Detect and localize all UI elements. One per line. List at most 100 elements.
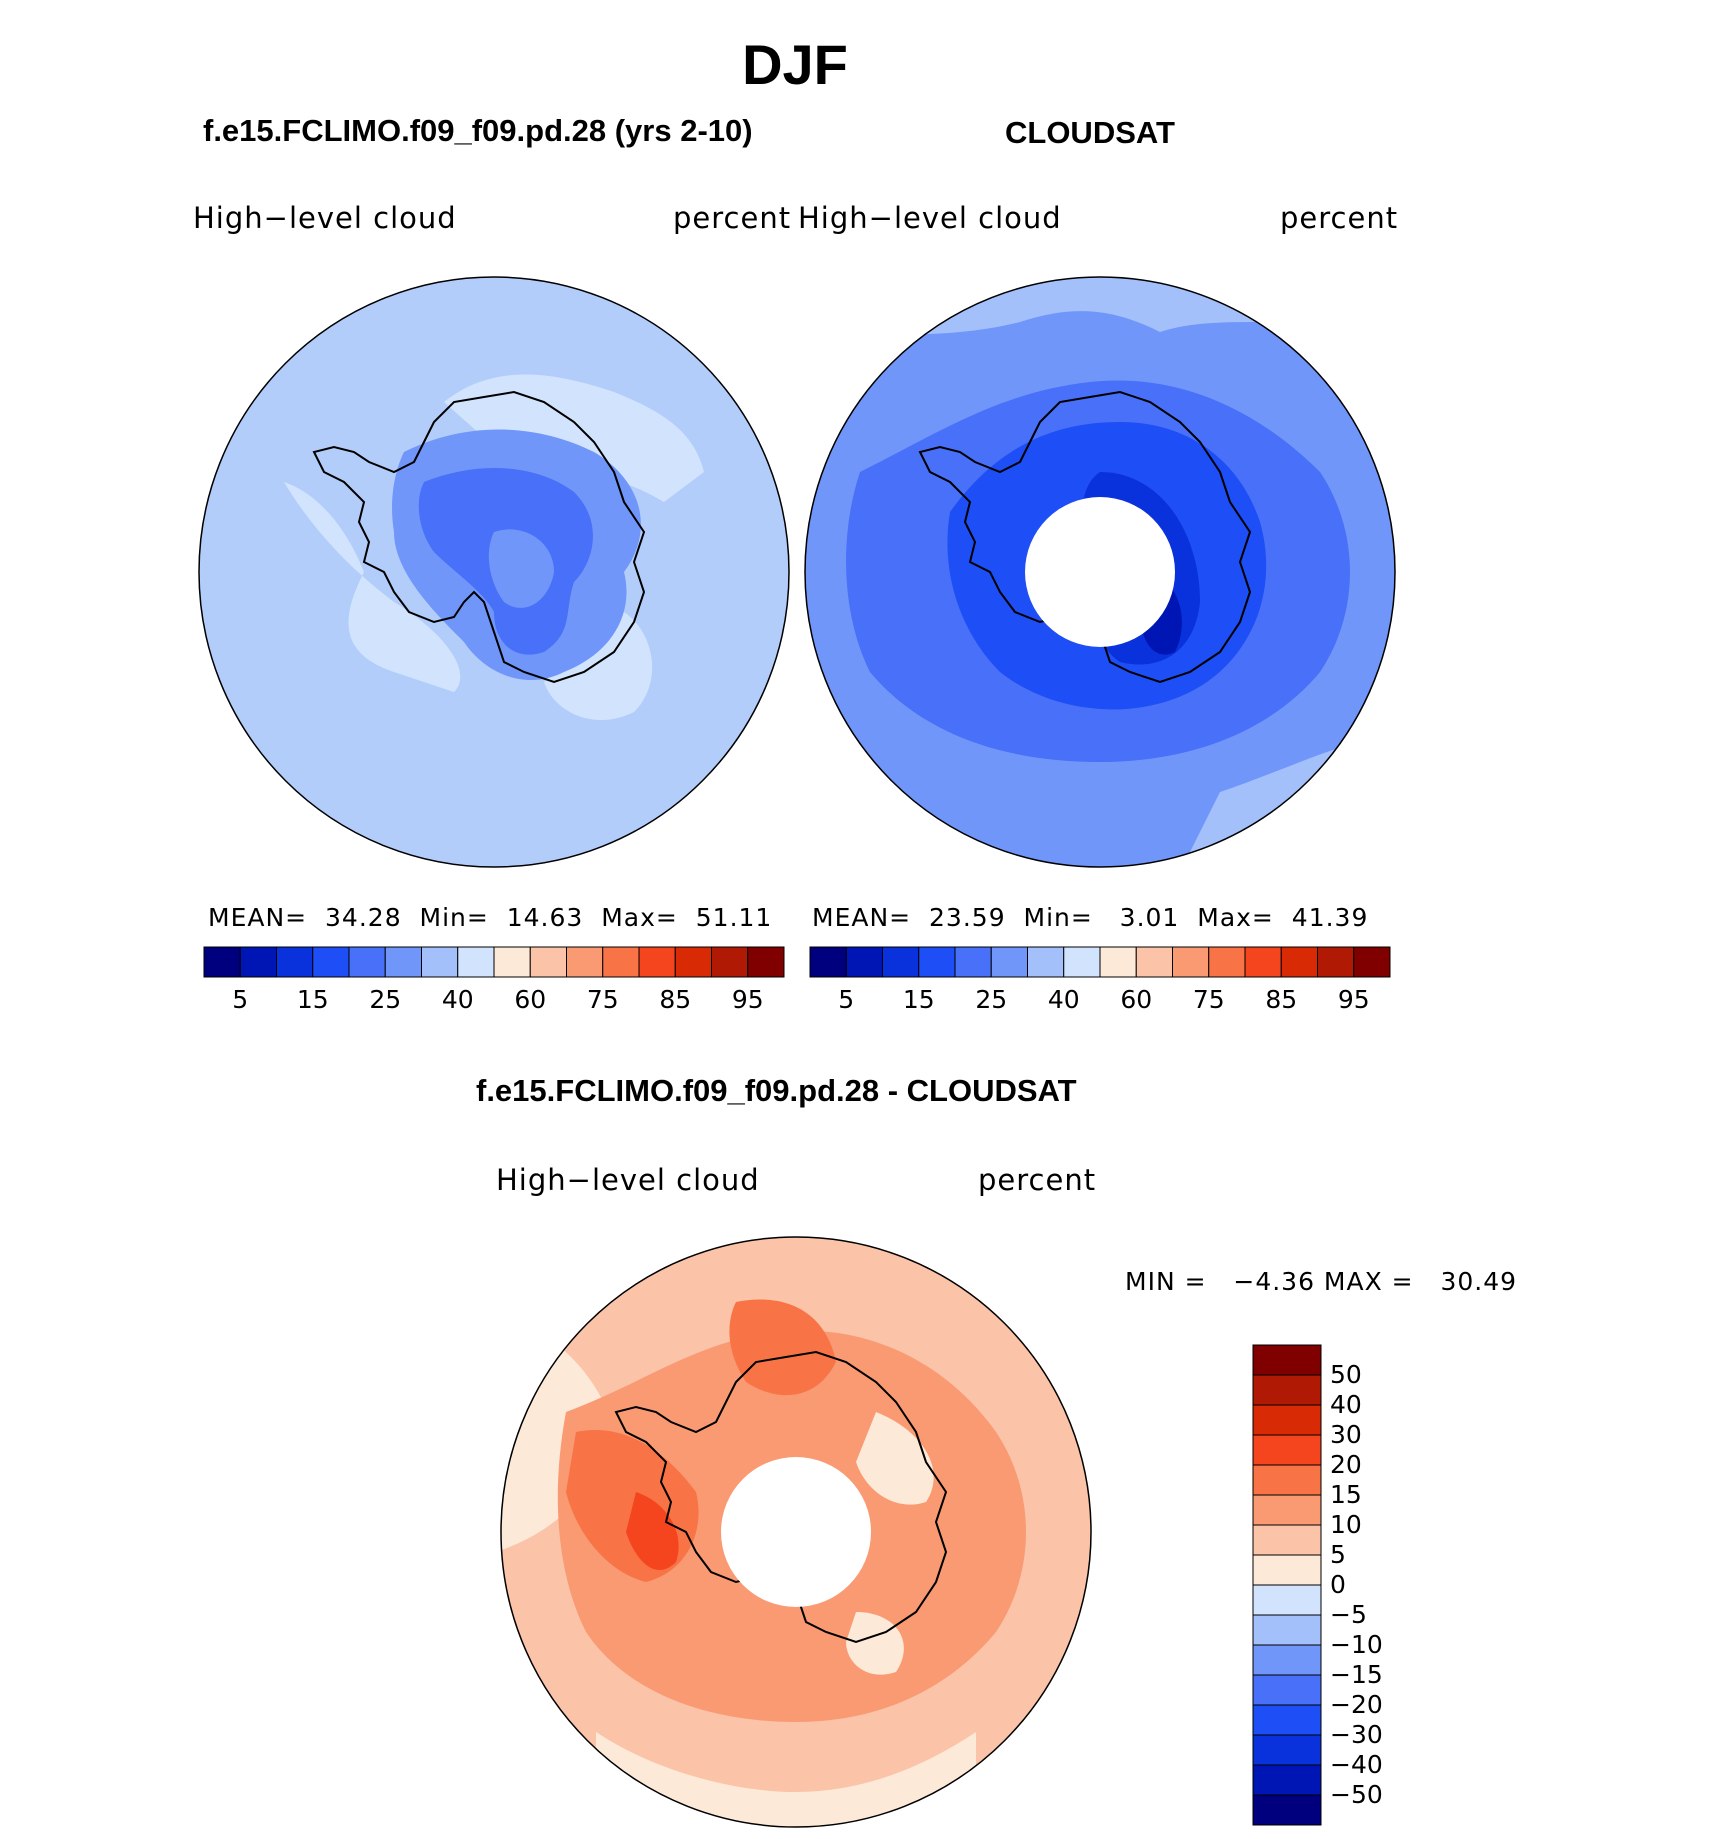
colorbar-box <box>602 946 640 978</box>
colorbar-box <box>638 946 676 978</box>
colorbar-tick-label: 15 <box>1330 1480 1362 1509</box>
diff-pole-hole <box>721 1457 871 1607</box>
panel1-mean-label: MEAN= <box>208 903 308 932</box>
colorbar-box <box>1063 946 1101 978</box>
panel2-max-label: Max= <box>1197 903 1274 932</box>
colorbar-tick-label: 85 <box>659 985 692 1014</box>
colorbar-tick-label: 60 <box>514 985 547 1014</box>
colorbar-box <box>1252 1644 1322 1676</box>
colorbar-box <box>348 946 386 978</box>
colorbar-box <box>1252 1674 1322 1706</box>
panel2-units: percent <box>1280 201 1399 235</box>
colorbar-box <box>239 946 277 978</box>
panel1-case-title: f.e15.FCLIMO.f09_f09.pd.28 (yrs 2-10) <box>203 113 753 148</box>
colorbar-box <box>529 946 567 978</box>
diff-left-string: High−level cloud <box>496 1163 760 1197</box>
diff-contour-band <box>626 1492 679 1571</box>
colorbar-box <box>1353 946 1391 978</box>
colorbar-box <box>1244 946 1282 978</box>
colorbar-tick-label: 75 <box>586 985 619 1014</box>
colorbar-box <box>1027 946 1065 978</box>
panel1-contour-band <box>488 529 554 608</box>
panel2-max-value: 41.39 <box>1291 903 1369 932</box>
colorbar-tick-label: 60 <box>1120 985 1153 1014</box>
panel2-left-string: High−level cloud <box>798 201 1062 235</box>
colorbar-box <box>312 946 350 978</box>
colorbar-box <box>1317 946 1355 978</box>
colorbar-tick-label: 40 <box>1047 985 1080 1014</box>
diff-contour-band <box>856 1412 934 1505</box>
diff-contour-band <box>846 1612 904 1675</box>
colorbar-box <box>1252 1404 1322 1436</box>
panel2-mean-value: 23.59 <box>929 903 1006 932</box>
panel1-polar-map <box>198 276 790 868</box>
colorbar-tick-label: −30 <box>1330 1720 1383 1749</box>
colorbar-box <box>1252 1734 1322 1766</box>
panel2-colorbar <box>809 946 1391 978</box>
colorbar-box <box>1252 1374 1322 1406</box>
diff-polar-map <box>500 1236 1092 1828</box>
diff-minmax: MIN = −4.36 MAX = 30.49 <box>1125 1267 1518 1296</box>
diff-colorbar <box>1252 1344 1322 1826</box>
colorbar-box <box>1252 1764 1322 1796</box>
colorbar-box <box>990 946 1028 978</box>
panel1-left-string: High−level cloud <box>193 201 457 235</box>
colorbar-tick-label: 10 <box>1330 1510 1362 1539</box>
colorbar-box <box>1252 1614 1322 1646</box>
colorbar-tick-label: 5 <box>1330 1540 1346 1569</box>
colorbar-box <box>674 946 712 978</box>
colorbar-box <box>457 946 495 978</box>
panel1-colorbar-labels: 5 15 25 40 60 75 85 95 <box>204 985 784 1017</box>
colorbar-box <box>1252 1554 1322 1586</box>
panel1-colorbar <box>203 946 785 978</box>
colorbar-tick-label: 0 <box>1330 1570 1346 1599</box>
colorbar-tick-label: 25 <box>369 985 402 1014</box>
diff-units: percent <box>978 1163 1097 1197</box>
panel1-contour-band <box>284 482 461 692</box>
panel2-pole-hole <box>1025 497 1175 647</box>
panel1-units: percent <box>673 201 792 235</box>
colorbar-box <box>1099 946 1137 978</box>
colorbar-box <box>203 946 241 978</box>
colorbar-box <box>421 946 459 978</box>
colorbar-box <box>845 946 883 978</box>
colorbar-box <box>1252 1494 1322 1526</box>
colorbar-box <box>493 946 531 978</box>
diff-case-title: f.e15.FCLIMO.f09_f09.pd.28 - CLOUDSAT <box>476 1073 1077 1108</box>
colorbar-tick-label: 5 <box>838 985 855 1014</box>
panel2-antarctica-coastline <box>918 390 1252 684</box>
colorbar-box <box>1252 1794 1322 1826</box>
panel2-mean-label: MEAN= <box>812 903 912 932</box>
panel1-contour-band <box>444 374 704 502</box>
panel1-contour-band <box>544 612 653 721</box>
panel1-antarctica-coastline <box>312 390 646 684</box>
colorbar-box <box>711 946 749 978</box>
panel1-max-label: Max= <box>601 903 678 932</box>
colorbar-box <box>1252 1464 1322 1496</box>
panel1-min-value: 14.63 <box>506 903 584 932</box>
diff-antarctica-coastline <box>614 1350 948 1644</box>
panel2-map-border <box>804 276 1396 868</box>
colorbar-tick-label: 95 <box>1337 985 1370 1014</box>
colorbar-tick-label: 5 <box>232 985 249 1014</box>
panel2-polar-map <box>804 276 1396 868</box>
colorbar-box <box>1252 1344 1322 1376</box>
colorbar-box <box>384 946 422 978</box>
colorbar-tick-label: −10 <box>1330 1630 1383 1659</box>
panel2-min-value: 3.01 <box>1119 903 1180 932</box>
colorbar-tick-label: −5 <box>1330 1600 1367 1629</box>
panel2-stats: MEAN= 23.59 Min= 3.01 Max= 41.39 <box>812 903 1368 932</box>
colorbar-box <box>1280 946 1318 978</box>
colorbar-box <box>1252 1524 1322 1556</box>
colorbar-tick-label: −20 <box>1330 1690 1383 1719</box>
main-title: DJF <box>742 33 848 96</box>
colorbar-box <box>1252 1434 1322 1466</box>
colorbar-tick-label: −40 <box>1330 1750 1383 1779</box>
panel2-colorbar-labels: 5 15 25 40 60 75 85 95 <box>810 985 1390 1017</box>
diff-colorbar-labels: 50 40 30 20 15 10 5 0 −5 −10 −15 −20 −30 −40 −50 <box>1330 1345 1430 1825</box>
colorbar-box <box>276 946 314 978</box>
colorbar-tick-label: 85 <box>1265 985 1298 1014</box>
colorbar-box <box>954 946 992 978</box>
colorbar-box <box>1135 946 1173 978</box>
